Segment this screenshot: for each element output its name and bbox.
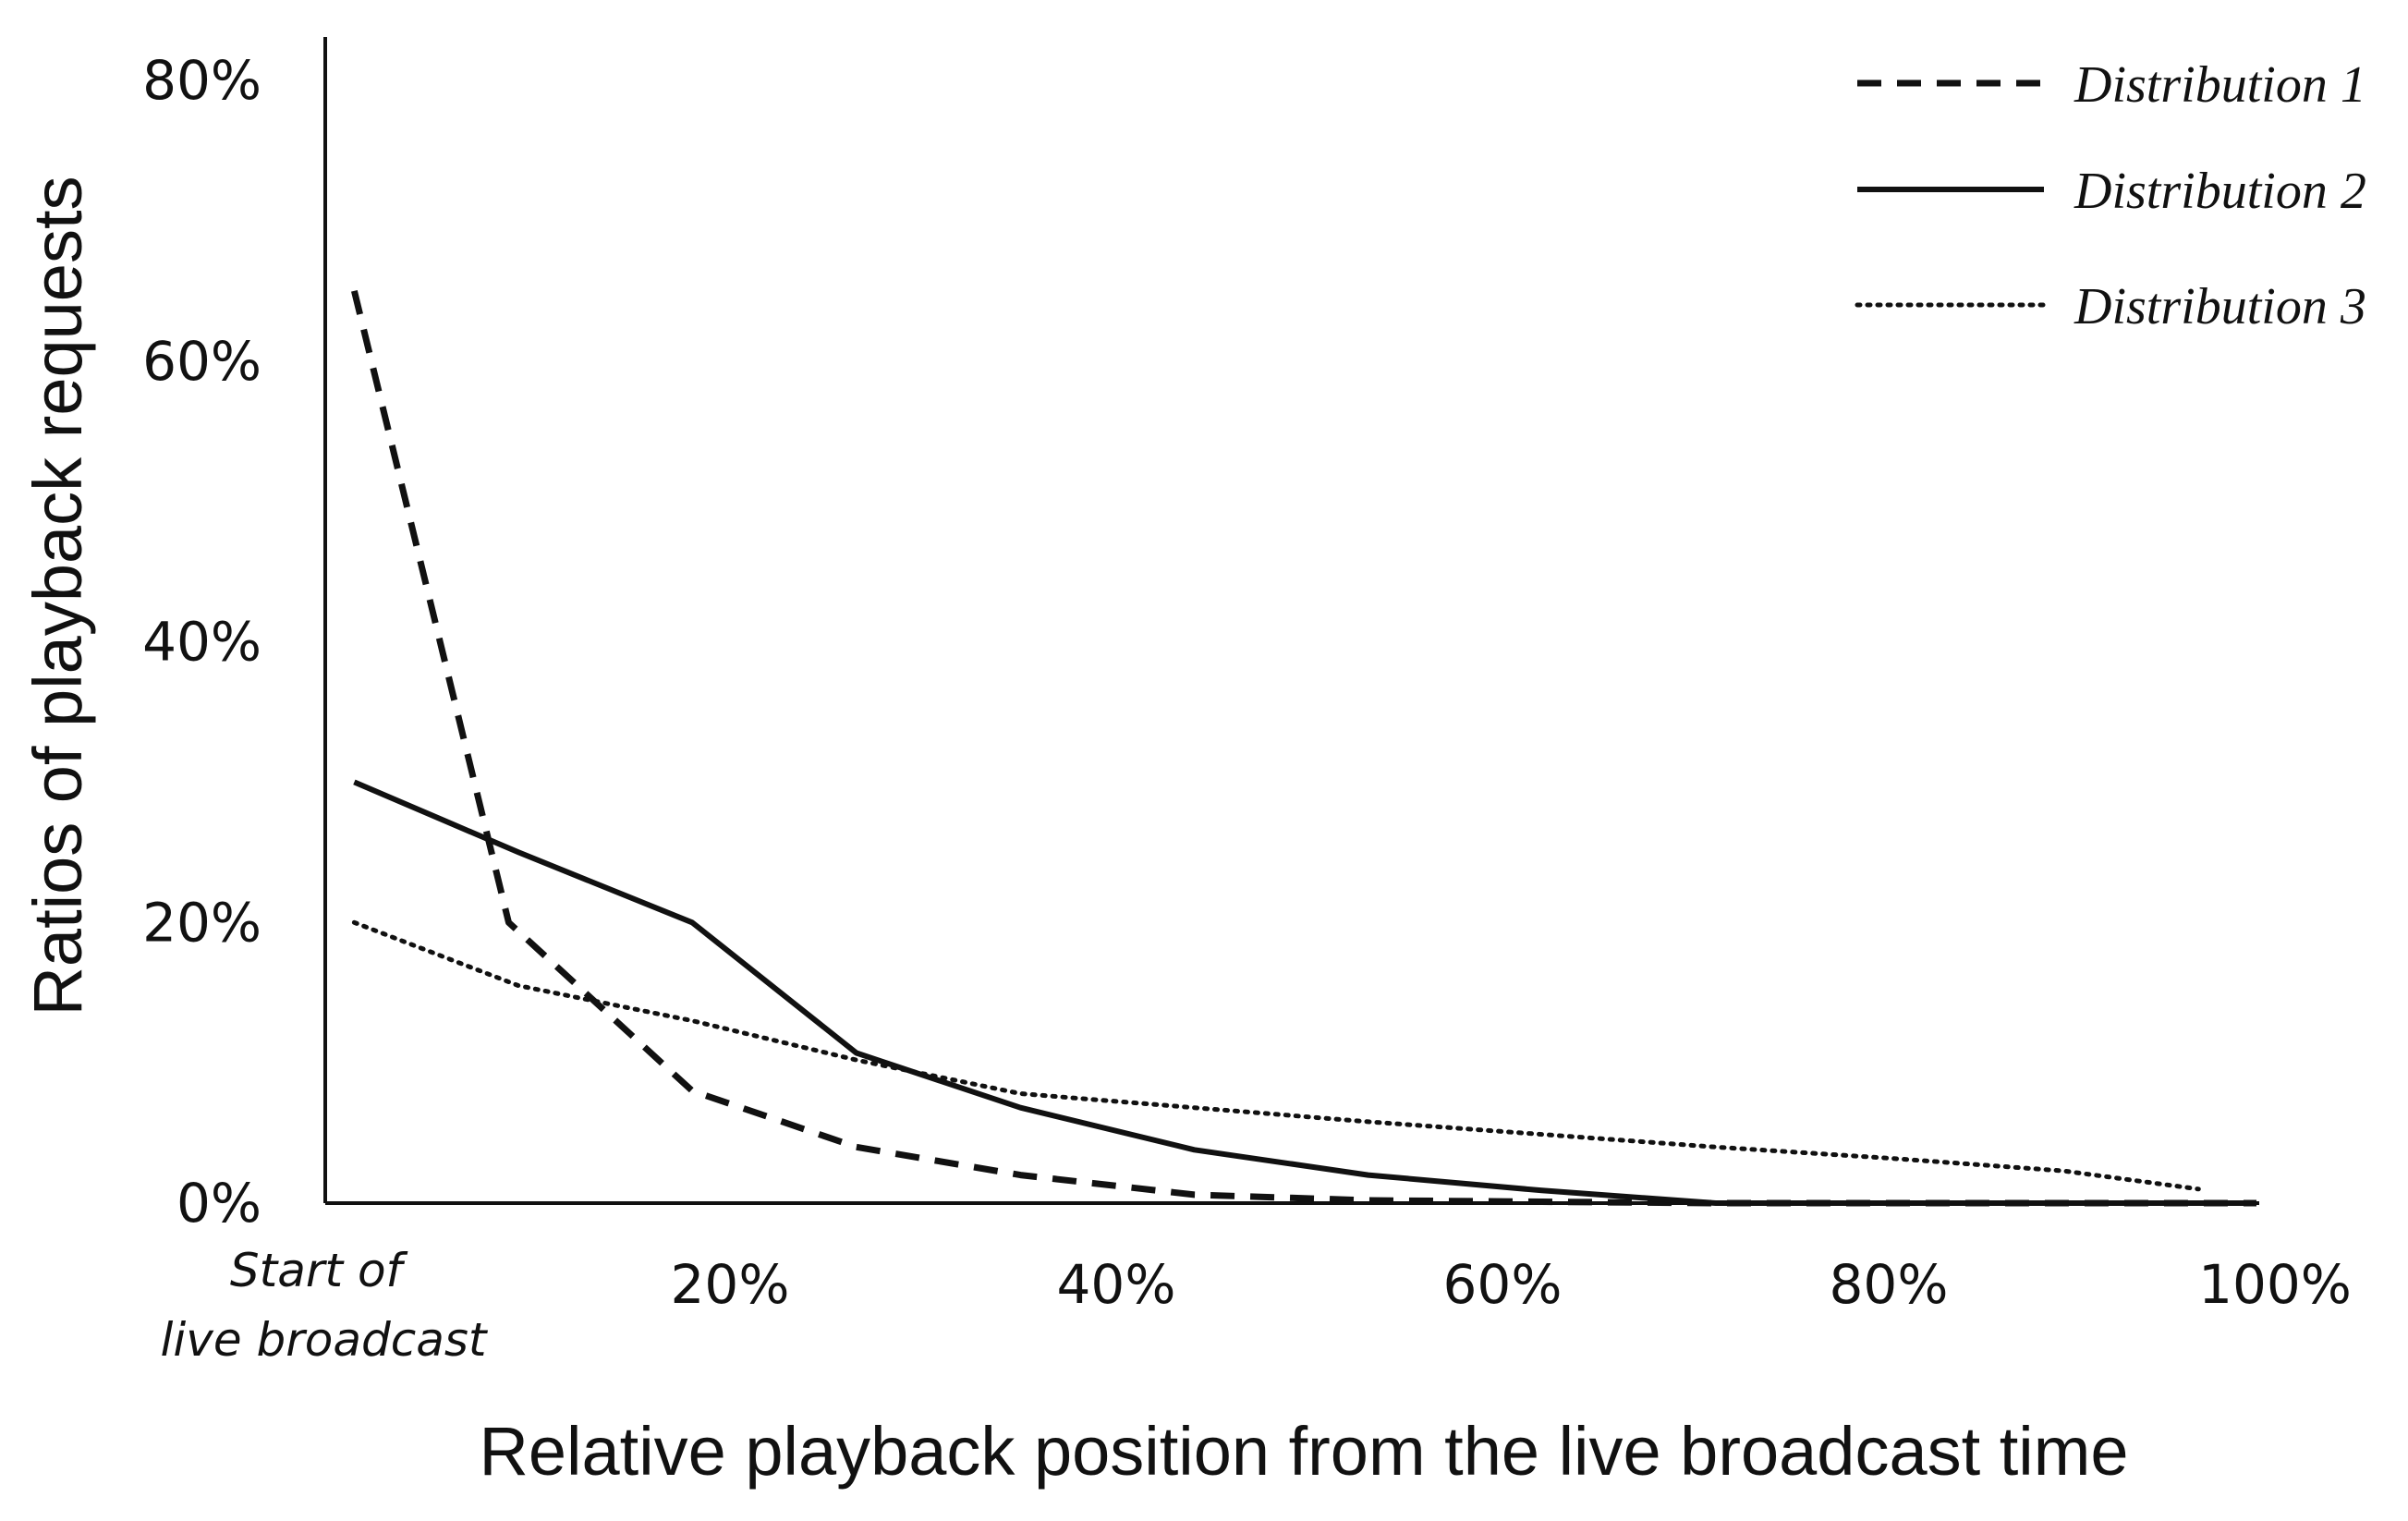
y-tick-label: 80% bbox=[142, 49, 261, 112]
series-line-1 bbox=[351, 289, 2256, 1207]
x-tick-label: 80% bbox=[1830, 1253, 1949, 1316]
legend: Distribution 1 Distribution 2 Distribution… bbox=[1855, 56, 2366, 335]
x-origin-label-line-2: live broadcast bbox=[160, 1313, 488, 1367]
x-tick-labels: 20% 40% 60% 80% 100% bbox=[671, 1253, 2352, 1316]
legend-label-1: Distribution 1 bbox=[2074, 56, 2366, 114]
axes bbox=[323, 37, 2259, 1205]
x-tick-label: 20% bbox=[671, 1253, 790, 1316]
y-tick-label: 20% bbox=[142, 891, 261, 954]
legend-label-2: Distribution 2 bbox=[2074, 163, 2366, 220]
y-tick-label: 60% bbox=[142, 330, 261, 393]
y-tick-label: 0% bbox=[176, 1172, 261, 1235]
y-tick-label: 40% bbox=[142, 611, 261, 674]
series-line-2 bbox=[353, 779, 2256, 1206]
y-axis-title: Ratios of playback requests bbox=[19, 176, 96, 1016]
series-line-3 bbox=[351, 919, 2201, 1192]
legend-label-3: Distribution 3 bbox=[2074, 278, 2366, 335]
x-origin-label: Start of live broadcast bbox=[160, 1244, 488, 1367]
x-axis-title: Relative playback position from the live… bbox=[479, 1413, 2128, 1490]
x-tick-label: 100% bbox=[2198, 1253, 2352, 1316]
x-tick-label: 60% bbox=[1443, 1253, 1563, 1316]
y-tick-labels: 0% 20% 40% 60% 80% bbox=[142, 49, 261, 1235]
series-lines bbox=[351, 289, 2256, 1207]
x-tick-label: 40% bbox=[1057, 1253, 1176, 1316]
x-origin-label-line-1: Start of bbox=[230, 1244, 408, 1297]
